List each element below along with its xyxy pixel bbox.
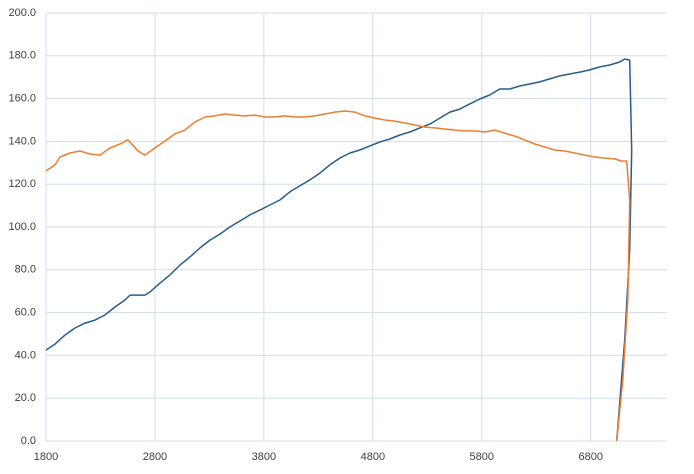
y-tick-label: 140.0 [8, 135, 36, 147]
y-tick-label: 80.0 [15, 264, 36, 276]
y-tick-label: 20.0 [15, 392, 36, 404]
y-tick-label: 180.0 [8, 50, 36, 62]
y-tick-label: 160.0 [8, 93, 36, 105]
y-tick-label: 0.0 [21, 435, 36, 447]
x-tick-label: 1800 [34, 451, 58, 463]
x-tick-label: 6800 [578, 451, 602, 463]
series-line [45, 58, 633, 442]
y-tick-label: 40.0 [15, 349, 36, 361]
x-tick-label: 2800 [143, 451, 167, 463]
x-tick-label: 5800 [470, 451, 494, 463]
y-tick-label: 120.0 [8, 178, 36, 190]
x-tick-label: 3800 [252, 451, 276, 463]
x-tick-label: 4800 [361, 451, 385, 463]
y-tick-label: 60.0 [15, 307, 36, 319]
series-line [45, 110, 631, 442]
y-tick-label: 100.0 [8, 221, 36, 233]
y-tick-label: 200.0 [8, 7, 36, 19]
